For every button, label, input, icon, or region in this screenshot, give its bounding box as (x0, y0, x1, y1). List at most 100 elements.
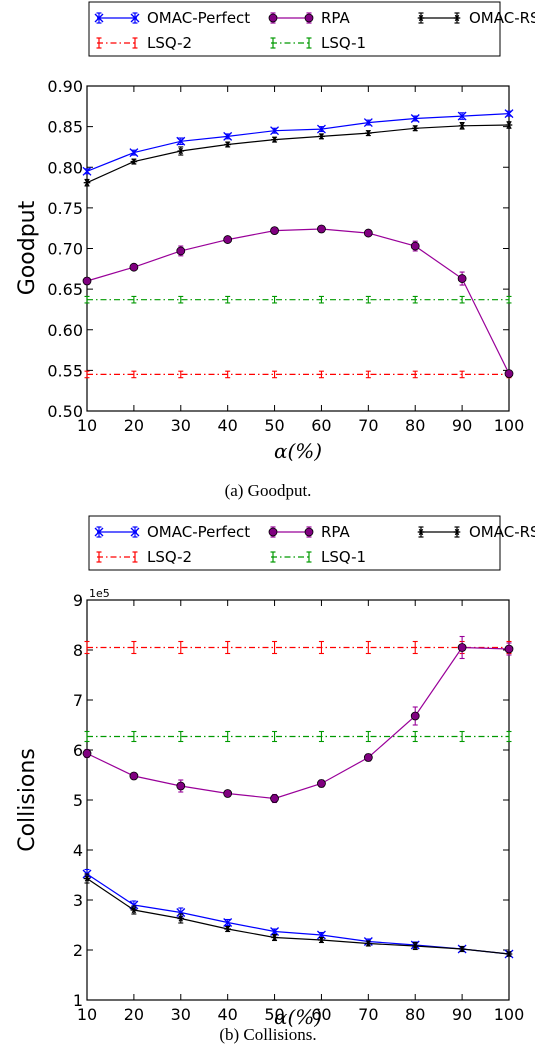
data-point (505, 121, 513, 129)
error-bar (225, 295, 231, 304)
data-point (82, 166, 92, 176)
data-point (457, 274, 467, 283)
error-bar (506, 295, 512, 304)
x-tick-label: 30 (171, 416, 191, 435)
collisions-y-axis-label: Collisions (15, 748, 40, 852)
x-tick-label: 80 (405, 416, 425, 435)
collisions-y-multiplier: 1e5 (89, 587, 110, 600)
data-point (504, 369, 514, 379)
data-point (129, 148, 139, 158)
goodput-x-axis: 10 20 30 40 50 60 70 80 90 100 (77, 86, 524, 435)
collisions-series (82, 635, 514, 959)
data-point (410, 241, 420, 251)
data-point (223, 235, 233, 244)
series-lsq-1 (84, 295, 512, 304)
y-tick-label: 0.50 (47, 402, 83, 421)
data-point (316, 124, 326, 134)
series-line (86, 228, 510, 374)
error-bar (459, 370, 465, 379)
x-tick-label: 50 (264, 1005, 284, 1024)
collisions-x-axis-label: α(%) (274, 1005, 322, 1029)
legend-label: RPA (321, 523, 351, 541)
data-point (365, 940, 372, 947)
data-point (317, 779, 326, 788)
series-omac-rssi (83, 873, 513, 958)
legend-marker (130, 527, 140, 537)
data-point (176, 136, 186, 146)
legend-marker (417, 528, 425, 536)
data-point (176, 908, 186, 917)
legend-item: OMAC-RSSI (417, 9, 535, 27)
series-lsq-1 (84, 730, 512, 743)
goodput-legend: OMAC-Perfect LSQ-2 RPA LSQ-1 OMAC-RSSI (88, 1, 535, 57)
data-point (223, 131, 233, 141)
error-bar (131, 640, 137, 655)
error-bar (459, 295, 465, 304)
y-tick-label: 1 (73, 991, 83, 1010)
legend-label: OMAC-Perfect (147, 523, 250, 541)
data-point (176, 246, 186, 256)
x-tick-label: 40 (217, 416, 237, 435)
legend-marker (453, 528, 461, 536)
legend-label: LSQ-1 (321, 34, 366, 52)
series-omac-perfect (82, 109, 514, 176)
series-line (86, 113, 510, 172)
y-tick-label: 0.85 (47, 118, 83, 137)
error-bar (272, 730, 278, 743)
data-point (129, 262, 139, 272)
error-bar (365, 370, 371, 379)
x-tick-label: 60 (311, 1005, 331, 1024)
goodput-y-axis: 0.50 0.55 0.60 0.65 0.70 0.75 0.80 0.85 0.90 (47, 77, 509, 421)
collisions-chart: OMAC-Perfect LSQ-2 RPA LSQ-1 OMAC-RSSI 1 2 3 4 5… (15, 515, 535, 1044)
y-tick-label: 9 (73, 591, 83, 610)
series-omac-rssi (83, 121, 513, 187)
data-point (177, 915, 185, 922)
error-bar (412, 295, 418, 304)
y-tick-label: 0.90 (47, 77, 83, 96)
legend-marker (453, 14, 461, 22)
x-tick-label: 70 (358, 416, 378, 435)
x-tick-label: 20 (124, 416, 144, 435)
error-bar (412, 370, 418, 379)
y-tick-label: 2 (73, 941, 83, 960)
legend-item: RPA (268, 9, 351, 27)
error-bar (272, 295, 278, 304)
x-tick-label: 50 (264, 416, 284, 435)
error-bar (131, 295, 137, 304)
data-point (224, 141, 231, 148)
y-tick-label: 7 (73, 691, 83, 710)
legend-item: LSQ-2 (96, 34, 192, 52)
error-bar (178, 295, 184, 304)
y-tick-label: 4 (73, 841, 83, 860)
data-point (458, 945, 466, 953)
legend-marker (304, 527, 314, 537)
legend-label: OMAC-RSSI (469, 9, 535, 27)
data-point (316, 930, 326, 940)
legend-label: RPA (321, 9, 351, 27)
y-tick-label: 3 (73, 891, 83, 910)
error-bar (506, 730, 512, 743)
x-tick-label: 40 (217, 1005, 237, 1024)
legend-label: LSQ-2 (147, 548, 192, 566)
data-point (457, 643, 467, 652)
data-point (271, 136, 278, 143)
error-bar (365, 730, 371, 743)
error-bar (272, 640, 278, 655)
legend-frame (88, 515, 501, 571)
error-bar (84, 370, 90, 379)
data-point (457, 111, 467, 121)
data-point (270, 126, 280, 136)
series-rpa (82, 224, 514, 379)
goodput-y-axis-label: Goodput (15, 200, 40, 295)
legend-label: LSQ-1 (321, 548, 366, 566)
data-point (363, 753, 373, 762)
data-point (270, 927, 280, 936)
series-line (86, 878, 510, 955)
data-point (411, 942, 419, 950)
error-bar (131, 730, 137, 743)
error-bar (84, 295, 90, 304)
collisions-caption: (b) Collisions. (219, 1025, 316, 1044)
legend-label: OMAC-RSSI (469, 523, 535, 541)
